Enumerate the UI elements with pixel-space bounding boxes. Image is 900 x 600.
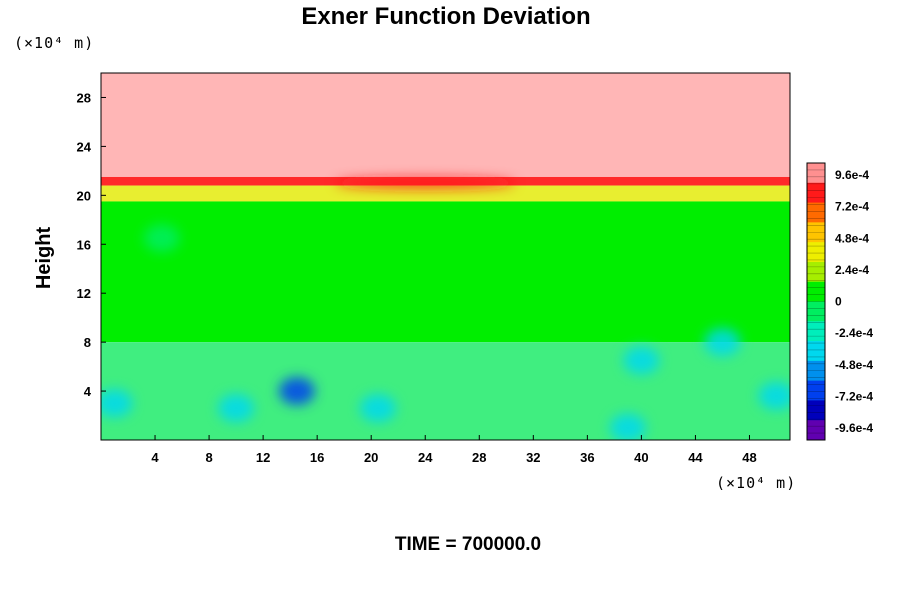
plot-area xyxy=(101,73,790,440)
y-tick-label: 16 xyxy=(77,237,91,252)
colorbar-tick-label: -2.4e-4 xyxy=(835,326,873,340)
y-tick-label: 28 xyxy=(77,90,91,105)
field-feature xyxy=(101,389,133,418)
y-tick-label: 12 xyxy=(77,286,91,301)
x-unit-label: (×10⁴ m) xyxy=(716,474,796,492)
x-tick-label: 44 xyxy=(688,450,703,465)
y-tick-label: 8 xyxy=(84,335,91,350)
colorbar-segment xyxy=(807,163,825,184)
field-feature xyxy=(359,394,396,423)
time-label: TIME = 700000.0 xyxy=(395,534,541,555)
colorbar-segment xyxy=(807,242,825,263)
colorbar-segment xyxy=(807,420,825,441)
field-band xyxy=(101,185,790,202)
field-feature xyxy=(704,328,741,357)
colorbar-frame xyxy=(806,162,826,441)
y-axis-label: Height xyxy=(33,227,55,290)
colorbar xyxy=(806,162,826,441)
colorbar-tick-label: 9.6e-4 xyxy=(835,168,869,182)
colorbar-tick-label: -9.6e-4 xyxy=(835,421,873,435)
colorbar-tick-label: 7.2e-4 xyxy=(835,200,869,214)
y-unit-label: (×10⁴ m) xyxy=(14,34,94,52)
x-tick-label: 12 xyxy=(256,450,270,465)
x-tick-label: 24 xyxy=(418,450,433,465)
colorbar-segment xyxy=(807,341,825,362)
x-tick-label: 8 xyxy=(205,450,212,465)
colorbar-labels: 9.6e-4 7.2e-4 4.8e-4 2.4e-4 0 -2.4e-4 -4.8e-4 -… xyxy=(835,168,873,435)
x-tick-label: 28 xyxy=(472,450,486,465)
field-feature xyxy=(278,377,315,406)
y-tick-label: 24 xyxy=(77,139,92,154)
colorbar-tick-label: -4.8e-4 xyxy=(835,358,873,372)
colorbar-segment xyxy=(807,281,825,302)
field-feature xyxy=(758,381,790,410)
colorbar-segment xyxy=(807,360,825,382)
x-tick-label: 40 xyxy=(634,450,648,465)
field-features xyxy=(101,178,790,440)
colorbar-tick-label: 2.4e-4 xyxy=(835,263,869,277)
x-tick-label: 4 xyxy=(151,450,159,465)
x-axis-ticks: 4 8 12 16 20 24 28 32 36 40 44 48 xyxy=(151,435,757,465)
colorbar-segment xyxy=(807,261,825,283)
colorbar-segment xyxy=(807,321,825,342)
chart-title: Exner Function Deviation xyxy=(301,3,590,30)
y-tick-label: 4 xyxy=(84,384,92,399)
field-feature xyxy=(143,224,180,253)
field-feature xyxy=(218,394,255,423)
colorbar-segment xyxy=(807,182,825,204)
x-tick-label: 16 xyxy=(310,450,324,465)
colorbar-segment xyxy=(807,222,825,243)
colorbar-segment xyxy=(807,380,825,401)
x-tick-label: 32 xyxy=(526,450,540,465)
field-feature xyxy=(335,178,516,189)
y-tick-label: 20 xyxy=(77,188,91,203)
colorbar-tick-label: 0 xyxy=(835,295,842,309)
colorbar-tick-label: 4.8e-4 xyxy=(835,231,869,245)
field-band xyxy=(101,342,790,440)
colorbar-tick-label: -7.2e-4 xyxy=(835,389,873,403)
field-band xyxy=(101,201,790,343)
field-feature xyxy=(623,346,660,375)
field-band xyxy=(101,73,790,177)
colorbar-segment xyxy=(807,400,825,421)
x-tick-label: 20 xyxy=(364,450,378,465)
colorbar-segment xyxy=(807,202,825,223)
field-feature xyxy=(609,413,646,440)
x-tick-label: 36 xyxy=(580,450,594,465)
plot-frame xyxy=(100,72,791,441)
y-axis-ticks: 4 8 12 16 20 24 28 xyxy=(77,90,106,399)
colorbar-segment xyxy=(807,301,825,322)
x-tick-label: 48 xyxy=(742,450,756,465)
